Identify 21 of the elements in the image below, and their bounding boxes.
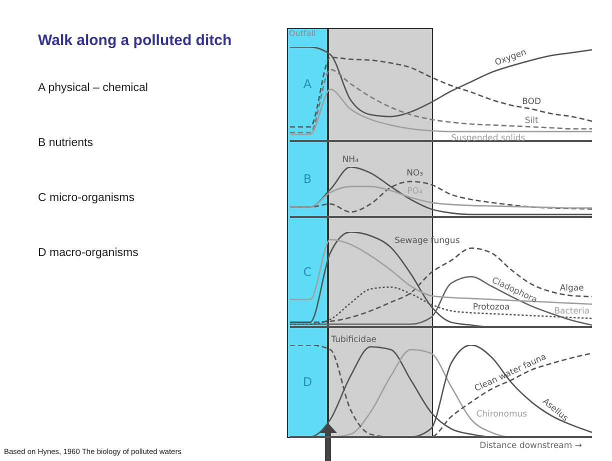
series-label: Chironomus <box>476 410 528 420</box>
text: C <box>302 265 313 279</box>
text: D macro-organisms <box>38 247 138 259</box>
text: Outfall <box>289 29 316 38</box>
series-label: Bacteria <box>554 306 590 316</box>
series-label: Tubificidae <box>330 334 377 345</box>
text: Walk along a polluted ditch <box>38 32 232 49</box>
text: D <box>302 375 314 389</box>
text: A physical – chemical <box>38 82 148 94</box>
series-label: Protozoa <box>472 302 510 313</box>
series-label: BOD <box>522 97 542 108</box>
text: A <box>302 77 313 91</box>
series-label: NO₃ <box>406 168 424 178</box>
chart-title: B <box>302 172 313 186</box>
text: C micro-organisms <box>38 192 134 204</box>
x-axis-title: Distance downstream → <box>480 441 582 451</box>
text: Clean water fauna <box>473 352 548 394</box>
series-label: Silt <box>524 116 539 126</box>
series-label: Algae <box>560 284 584 294</box>
text: B nutrients <box>38 137 93 149</box>
series-label: NH₄ <box>342 155 360 165</box>
